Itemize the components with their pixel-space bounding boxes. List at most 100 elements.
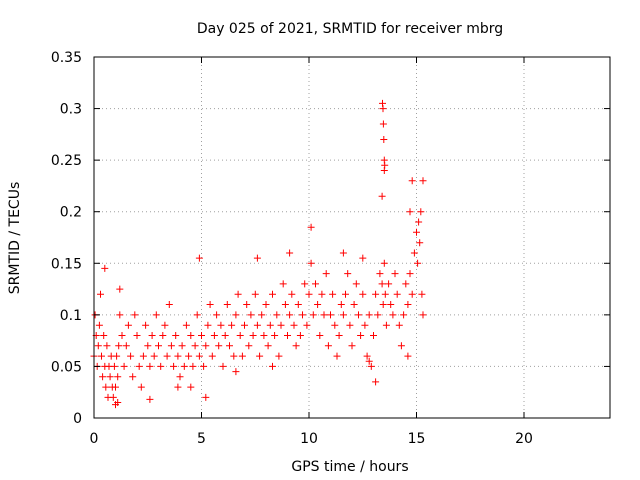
y-tick-label: 0 <box>73 411 82 427</box>
y-axis-label: SRMTID / TECUs <box>7 182 23 295</box>
data-point <box>385 280 393 288</box>
data-point <box>337 301 345 308</box>
data-point <box>195 254 203 262</box>
data-point <box>148 332 156 339</box>
data-point <box>206 301 214 308</box>
data-point <box>98 352 105 360</box>
grid <box>94 57 610 418</box>
y-tick-label: 0.35 <box>51 50 82 66</box>
data-point <box>277 321 285 329</box>
data-point <box>97 290 104 298</box>
data-point <box>335 332 343 339</box>
data-point <box>103 342 111 350</box>
data-point <box>163 352 171 360</box>
data-point <box>262 301 270 308</box>
data-point <box>142 321 150 329</box>
data-point <box>413 228 420 236</box>
data-point <box>204 321 212 329</box>
data-point <box>170 362 178 370</box>
data-point <box>187 332 195 339</box>
x-axis-label: GPS time / hours <box>291 459 408 475</box>
data-point <box>294 301 302 308</box>
data-point <box>395 321 403 329</box>
data-point <box>307 223 315 231</box>
data-point <box>264 342 272 350</box>
data-point <box>112 383 119 391</box>
data-point <box>230 352 238 360</box>
data-point <box>342 290 349 298</box>
data-point <box>372 290 380 298</box>
data-point <box>249 332 257 339</box>
data-point <box>256 352 264 360</box>
data-point <box>232 311 240 319</box>
data-point <box>372 378 380 386</box>
data-point <box>301 280 309 288</box>
data-point <box>100 332 108 339</box>
data-point <box>352 280 360 288</box>
data-point <box>139 352 147 360</box>
data-point <box>286 249 294 257</box>
data-point <box>397 342 405 350</box>
data-point <box>406 208 414 216</box>
data-point <box>185 352 193 360</box>
data-point <box>238 352 246 360</box>
data-point <box>374 311 382 319</box>
data-point <box>110 362 118 370</box>
data-point <box>404 352 412 360</box>
data-point <box>167 342 175 350</box>
data-point <box>260 332 268 339</box>
data-point <box>318 290 326 298</box>
data-point <box>370 332 377 339</box>
data-point <box>382 321 390 329</box>
data-point <box>408 290 416 298</box>
data-point <box>251 290 259 298</box>
data-point <box>387 301 395 308</box>
data-point <box>292 342 300 350</box>
data-point <box>379 301 387 308</box>
data-point <box>234 290 242 298</box>
data-point <box>135 362 143 370</box>
data-point <box>365 311 373 319</box>
data-point <box>307 259 315 267</box>
x-tick-label: 5 <box>197 431 206 447</box>
data-point <box>379 120 387 128</box>
data-point <box>146 395 154 403</box>
data-point <box>114 399 122 406</box>
data-point <box>109 393 117 401</box>
x-tick-label: 20 <box>515 431 533 447</box>
data-point <box>365 357 373 365</box>
data-point <box>161 321 169 329</box>
data-points <box>90 99 427 409</box>
data-point <box>102 383 110 391</box>
data-point <box>101 264 109 272</box>
data-point <box>415 218 423 226</box>
data-point <box>152 311 160 319</box>
data-point <box>269 362 276 370</box>
chart-title: Day 025 of 2021, SRMTID for receiver mbr… <box>197 21 503 37</box>
data-point <box>106 373 114 381</box>
data-point <box>118 332 126 339</box>
data-point <box>271 332 279 339</box>
data-point <box>95 321 103 329</box>
data-point <box>419 311 427 319</box>
data-point <box>269 290 276 298</box>
data-point <box>305 290 313 298</box>
data-point <box>322 270 330 278</box>
data-point <box>157 362 165 370</box>
data-point <box>324 342 332 350</box>
data-point <box>180 362 188 370</box>
x-tick-label: 10 <box>300 431 318 447</box>
data-point <box>381 290 389 298</box>
data-point <box>221 332 229 339</box>
data-point <box>284 332 291 339</box>
axis-ticks: 0 0.05 0.1 0.15 0.2 0.25 0.3 0.35 0 5 10 15 20 <box>51 50 610 447</box>
data-point <box>114 373 122 381</box>
data-point <box>172 332 180 339</box>
data-point <box>200 362 208 370</box>
data-point <box>223 301 231 308</box>
data-point <box>124 321 132 329</box>
data-point <box>137 383 145 391</box>
data-point <box>187 383 195 391</box>
data-point <box>247 311 255 319</box>
data-point <box>359 254 367 262</box>
